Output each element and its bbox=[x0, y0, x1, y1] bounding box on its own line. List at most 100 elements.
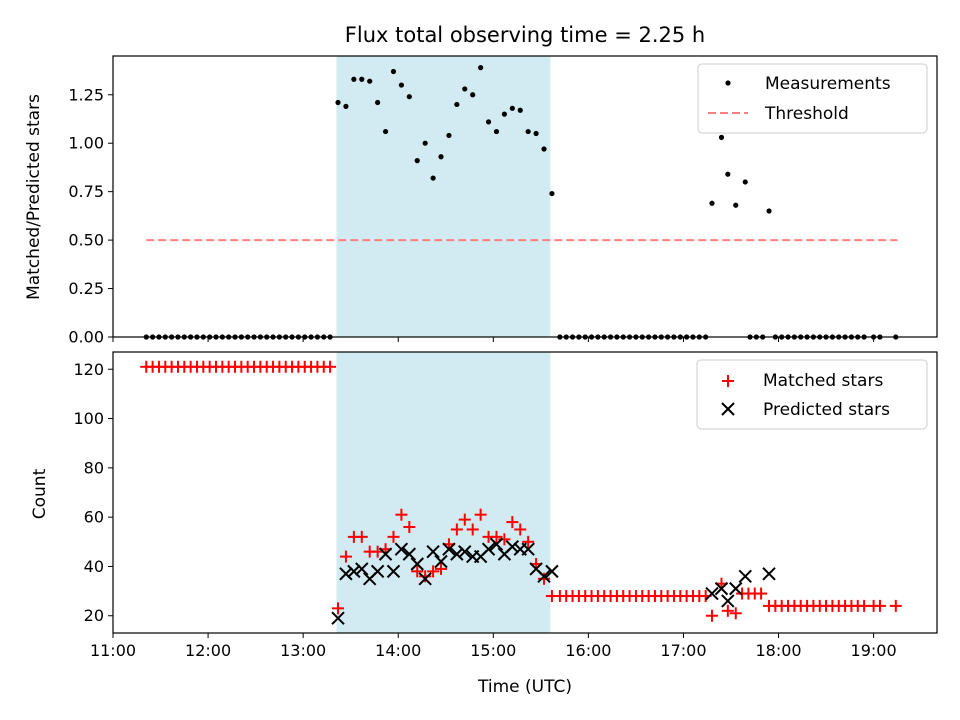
x-tick-label: 11:00 bbox=[90, 641, 136, 660]
predicted-star-point bbox=[386, 564, 401, 579]
predicted-star-point bbox=[458, 544, 472, 559]
measurement-point bbox=[709, 200, 715, 206]
matched-star-point bbox=[403, 521, 416, 534]
top-legend-box bbox=[697, 63, 928, 134]
measurement-point bbox=[470, 92, 476, 98]
measurement-point bbox=[406, 94, 412, 100]
measurement-point bbox=[462, 86, 468, 92]
matched-star-point bbox=[705, 609, 718, 622]
matched-star-point bbox=[514, 523, 527, 536]
x-tick-label: 17:00 bbox=[660, 641, 706, 660]
matched-star-point bbox=[450, 523, 463, 536]
predicted-star-point bbox=[355, 562, 369, 576]
predicted-star-point bbox=[331, 611, 345, 625]
top-panel: 0.00 0.25 0.50 0.75 1.00 1.25 Measurements Th… bbox=[24, 55, 938, 347]
predicted-star-point bbox=[394, 542, 409, 556]
measurement-point bbox=[485, 119, 492, 125]
bottom-data-marks bbox=[140, 360, 902, 625]
matched-star-point bbox=[729, 607, 742, 620]
legend-matched-label: Matched stars bbox=[763, 371, 883, 391]
predicted-star-point bbox=[489, 537, 504, 551]
predicted-star-point bbox=[729, 581, 743, 596]
top-shaded-region bbox=[336, 56, 551, 337]
x-tick-label: 14:00 bbox=[375, 641, 421, 660]
measurement-point bbox=[733, 202, 739, 208]
measurement-point bbox=[351, 76, 357, 82]
measurement-point bbox=[533, 130, 539, 137]
measurement-point bbox=[766, 208, 772, 214]
matched-star-point bbox=[474, 508, 487, 521]
measurement-point bbox=[414, 158, 420, 164]
y-tick-label: 0.25 bbox=[68, 279, 104, 298]
bottom-legend: Matched stars Predicted stars bbox=[696, 359, 928, 430]
x-tick-label: 12:00 bbox=[185, 641, 231, 660]
matched-star-point bbox=[889, 599, 902, 612]
predicted-star-point bbox=[339, 567, 353, 581]
measurement-point bbox=[430, 175, 436, 181]
measurement-point bbox=[422, 140, 428, 146]
matched-star-point bbox=[435, 562, 448, 575]
top-y-axis-label: Matched/Predicted stars bbox=[24, 94, 44, 300]
y-tick-label: 100 bbox=[73, 409, 104, 428]
measurement-point bbox=[725, 171, 731, 177]
top-axes-frame bbox=[112, 55, 938, 338]
matched-star-point bbox=[371, 545, 384, 558]
top-legend: Measurements Threshold bbox=[697, 63, 928, 134]
matched-star-point bbox=[427, 565, 440, 578]
measurement-point bbox=[525, 128, 531, 135]
y-tick-label: 40 bbox=[84, 557, 104, 576]
x-tick-label: 18:00 bbox=[755, 641, 801, 660]
y-tick-label: 1.25 bbox=[68, 85, 104, 104]
matched-star-point bbox=[411, 565, 424, 578]
predicted-star-point bbox=[347, 564, 361, 579]
matched-star-point bbox=[490, 530, 503, 543]
measurement-point bbox=[343, 103, 349, 109]
legend-matched-marker bbox=[722, 375, 734, 387]
x-tick-label: 13:00 bbox=[280, 641, 326, 660]
legend-threshold-label: Threshold bbox=[764, 104, 849, 124]
matched-star-point bbox=[324, 360, 337, 373]
y-tick-label: 0.50 bbox=[68, 231, 104, 250]
predicted-star-point bbox=[545, 564, 559, 579]
y-tick-label: 20 bbox=[84, 606, 104, 625]
y-tick-label: 120 bbox=[73, 360, 104, 379]
x-tick-label: 16:00 bbox=[565, 641, 611, 660]
measurement-point bbox=[549, 190, 555, 197]
predicted-star-point bbox=[402, 547, 417, 561]
y-tick-label: 1.00 bbox=[68, 134, 104, 153]
bottom-panel: 11:00 12:00 13:00 14:00 15:00 16:00 17:00 18:00… bbox=[30, 351, 938, 697]
predicted-star-point bbox=[410, 557, 424, 571]
measurement-point bbox=[478, 65, 484, 71]
legend-measurements-marker bbox=[725, 80, 731, 86]
y-tick-label: 0.75 bbox=[68, 182, 104, 201]
measurement-point bbox=[501, 111, 507, 117]
measurement-point bbox=[454, 101, 460, 108]
matched-star-point bbox=[387, 530, 400, 543]
matched-star-point bbox=[332, 602, 345, 615]
bottom-y-axis-label: Count bbox=[30, 468, 50, 519]
matched-star-point bbox=[721, 604, 734, 617]
matched-star-point bbox=[395, 508, 408, 521]
predicted-star-point bbox=[705, 586, 719, 601]
predicted-star-point bbox=[481, 542, 496, 556]
predicted-star-point bbox=[537, 569, 551, 584]
predicted-star-point bbox=[370, 564, 385, 579]
measurement-point bbox=[493, 128, 500, 135]
bottom-legend-box bbox=[696, 359, 928, 430]
legend-predicted-marker bbox=[721, 402, 735, 416]
matched-star-point bbox=[339, 550, 352, 563]
measurement-point bbox=[718, 134, 725, 140]
measurement-point bbox=[509, 105, 515, 111]
predicted-star-point bbox=[738, 569, 752, 584]
predicted-star-point bbox=[426, 544, 440, 559]
measurement-point bbox=[375, 99, 381, 106]
measurement-point bbox=[398, 82, 404, 88]
measurement-point bbox=[438, 154, 444, 160]
measurement-point bbox=[335, 99, 341, 106]
matched-star-point bbox=[522, 535, 535, 548]
measurement-point bbox=[390, 68, 397, 75]
x-axis-label: Time (UTC) bbox=[477, 677, 572, 697]
bottom-axis-ticks: 11:00 12:00 13:00 14:00 15:00 16:00 17:00 18:00… bbox=[73, 360, 896, 660]
matched-star-point bbox=[755, 587, 768, 600]
x-tick-label: 15:00 bbox=[470, 641, 516, 660]
